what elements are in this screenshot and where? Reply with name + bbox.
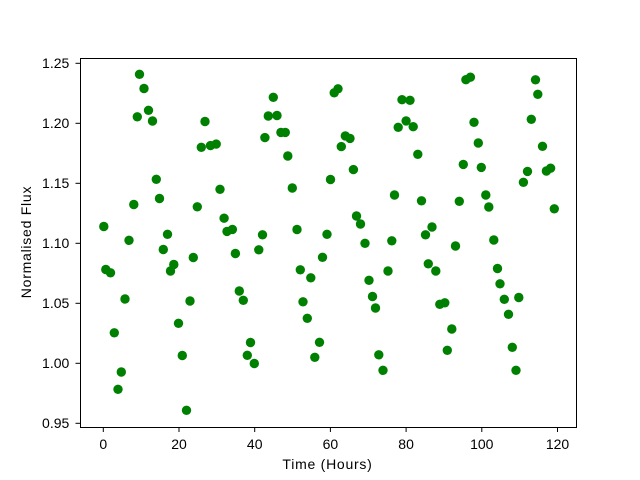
svg-text:40: 40 (247, 436, 263, 452)
svg-text:1.00: 1.00 (42, 355, 69, 371)
svg-text:1.25: 1.25 (42, 55, 69, 71)
svg-text:Time (Hours): Time (Hours) (282, 456, 372, 472)
svg-text:0: 0 (99, 436, 107, 452)
svg-text:1.10: 1.10 (42, 235, 69, 251)
svg-text:80: 80 (398, 436, 414, 452)
svg-text:120: 120 (546, 436, 570, 452)
svg-text:100: 100 (470, 436, 494, 452)
svg-text:60: 60 (323, 436, 339, 452)
svg-text:1.20: 1.20 (42, 115, 69, 131)
svg-text:1.05: 1.05 (42, 295, 69, 311)
svg-text:Normalised Flux: Normalised Flux (18, 186, 34, 298)
svg-text:1.15: 1.15 (42, 175, 69, 191)
svg-text:0.95: 0.95 (42, 415, 69, 431)
svg-text:20: 20 (171, 436, 187, 452)
